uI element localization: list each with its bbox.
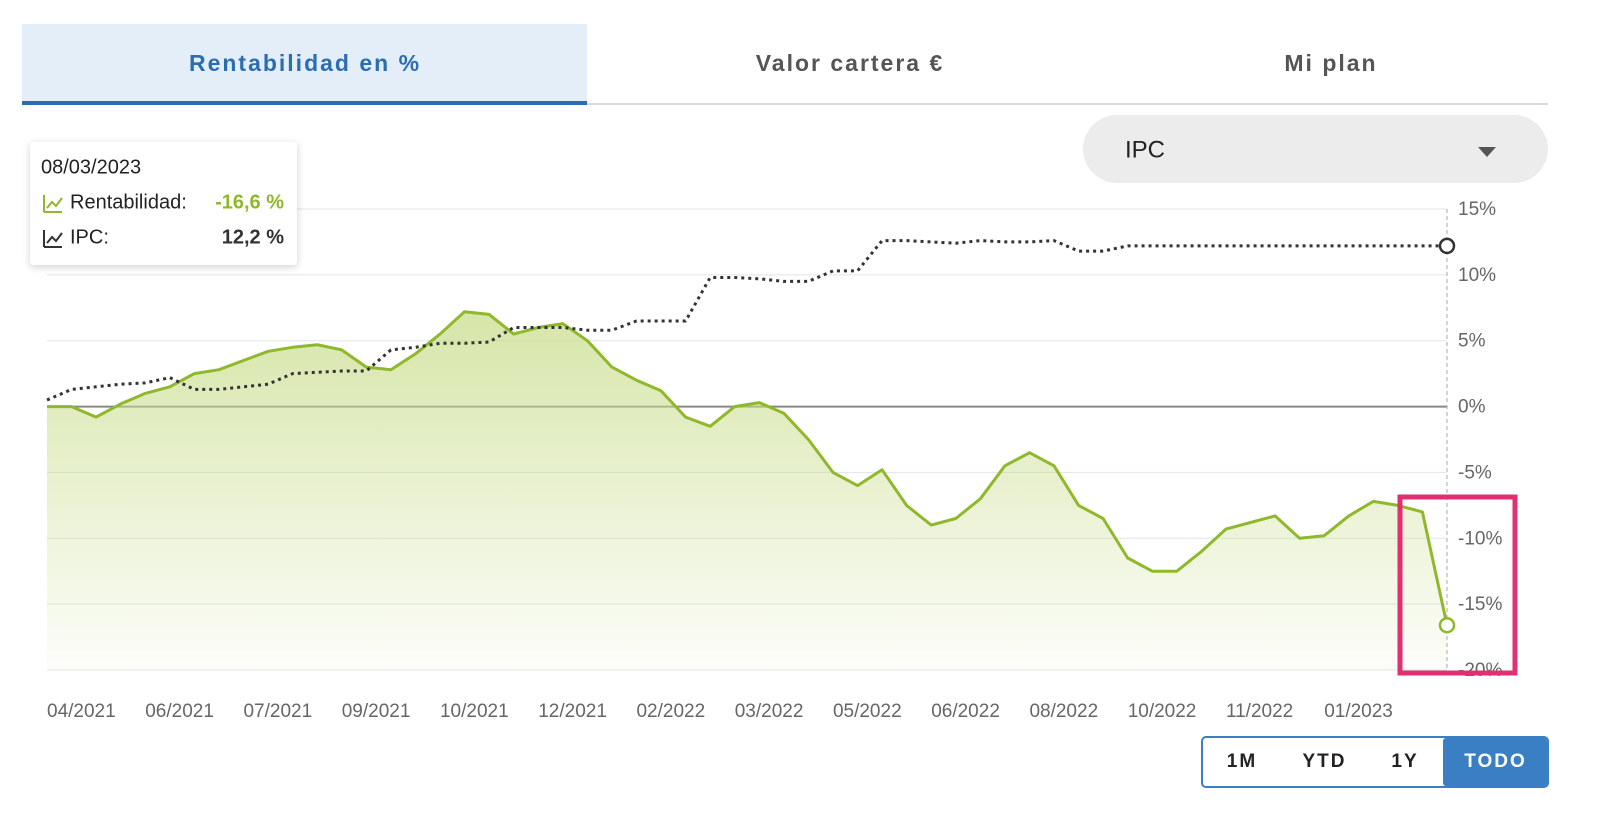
active-tab-bg (22, 24, 587, 104)
y-tick-label: -5% (1458, 462, 1492, 483)
y-tick-label: -10% (1458, 528, 1502, 549)
row-icon (46, 232, 63, 244)
x-tick-label: 05/2022 (833, 701, 902, 722)
row-icon (46, 197, 63, 209)
tooltip-label: IPC: (70, 226, 109, 248)
x-tick-label: 03/2022 (735, 701, 804, 722)
tab[interactable]: Rentabilidad en % (189, 50, 421, 76)
x-tick-label: 09/2021 (342, 701, 411, 722)
range-button[interactable]: TODO (1464, 751, 1527, 772)
x-tick-label: 01/2023 (1324, 701, 1393, 722)
y-tick-label: 0% (1458, 397, 1486, 418)
x-tick-label: 11/2022 (1226, 701, 1293, 722)
range-button-bg[interactable] (1443, 738, 1547, 786)
x-tick-label: 12/2021 (538, 701, 607, 722)
x-tick-label: 06/2021 (145, 701, 214, 722)
ipc-line (46, 239, 1447, 402)
dropdown-value[interactable]: IPC (1125, 136, 1165, 163)
x-tick-label: 10/2021 (440, 701, 509, 722)
x-tick-label: 02/2022 (636, 701, 705, 722)
return-line (47, 310, 1449, 626)
tooltip-value: 12,2 % (222, 226, 284, 248)
y-tick-label: 5% (1458, 331, 1486, 352)
x-tick-label: 08/2022 (1029, 701, 1098, 722)
tooltip-date: 08/03/2023 (41, 156, 141, 178)
range-button[interactable]: YTD (1303, 751, 1347, 772)
tooltip-label: Rentabilidad: (70, 191, 187, 213)
end-marker (1438, 616, 1456, 634)
x-tick-label: 10/2022 (1128, 701, 1197, 722)
range-button[interactable]: 1M (1227, 751, 1257, 772)
tab[interactable]: Valor cartera € (756, 50, 945, 76)
dropdown-arrow[interactable] (1478, 147, 1496, 157)
y-tick-label: -15% (1458, 594, 1502, 615)
range-button[interactable]: 1Y (1391, 751, 1418, 772)
tab[interactable]: Mi plan (1284, 50, 1377, 76)
x-tick-label: 04/2021 (47, 701, 116, 722)
x-tick-label: 06/2022 (931, 701, 1000, 722)
highlight-box (1397, 494, 1518, 676)
tooltip (30, 142, 297, 265)
end-marker (1438, 237, 1456, 255)
x-tick-label: 07/2021 (243, 701, 312, 722)
y-tick-label: 15% (1458, 199, 1496, 220)
tooltip-value: -16,6 % (215, 191, 284, 213)
area-fill (47, 311, 1447, 670)
y-tick-label: 10% (1458, 265, 1496, 286)
dropdown[interactable] (1083, 115, 1548, 183)
